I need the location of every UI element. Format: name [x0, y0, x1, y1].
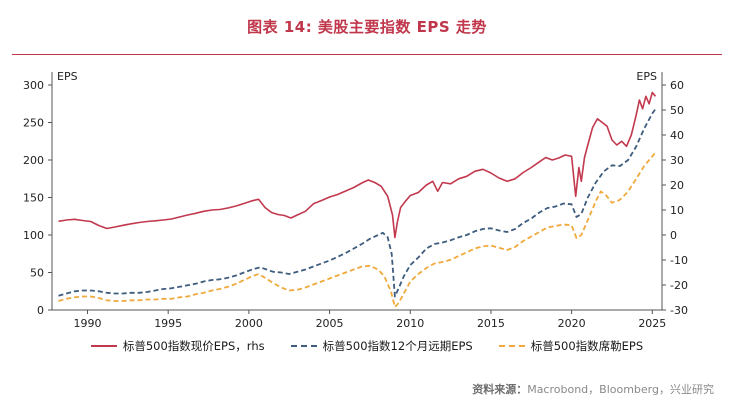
svg-text:150: 150: [23, 192, 44, 205]
svg-text:0: 0: [670, 229, 677, 242]
legend-item-forward-eps: 标普500指数12个月远期EPS: [290, 338, 473, 354]
svg-text:-10: -10: [670, 254, 688, 267]
svg-text:1990: 1990: [74, 317, 102, 330]
svg-text:2015: 2015: [477, 317, 505, 330]
orange-dashed-line-icon: [498, 345, 525, 347]
svg-text:40: 40: [670, 129, 684, 142]
svg-text:EPS: EPS: [636, 70, 657, 83]
svg-text:200: 200: [23, 154, 44, 167]
legend-item-shiller-eps: 标普500指数席勒EPS: [498, 338, 644, 354]
svg-text:2020: 2020: [558, 317, 586, 330]
svg-text:50: 50: [30, 267, 44, 280]
red-solid-line-icon: [90, 345, 117, 347]
svg-text:2010: 2010: [396, 317, 424, 330]
legend-label-forward-eps: 标普500指数12个月远期EPS: [322, 339, 473, 353]
eps-line-chart: 0 50 100 150 200 250 300 -30 -20 -10 0 10 20 30 40 50 60…: [23, 70, 688, 330]
svg-text:10: 10: [670, 204, 684, 217]
svg-text:EPS: EPS: [57, 70, 78, 83]
source-text: Macrobond，Bloomberg，兴业研究: [527, 383, 714, 396]
legend-label-spot-eps: 标普500指数现价EPS，rhs: [122, 339, 265, 353]
svg-text:50: 50: [670, 104, 684, 117]
svg-text:2025: 2025: [638, 317, 666, 330]
svg-text:300: 300: [23, 79, 44, 92]
svg-text:2000: 2000: [235, 317, 263, 330]
chart-legend: 标普500指数现价EPS，rhs 标普500指数12个月远期EPS 标普500指…: [0, 338, 734, 354]
svg-text:0: 0: [37, 304, 44, 317]
svg-text:2005: 2005: [316, 317, 344, 330]
svg-text:250: 250: [23, 117, 44, 130]
chart-title: 图表 14: 美股主要指数 EPS 走势: [247, 18, 487, 36]
source-attribution: 资料来源：Macrobond，Bloomberg，兴业研究: [472, 381, 714, 397]
svg-text:100: 100: [23, 229, 44, 242]
source-label: 资料来源：: [472, 383, 528, 396]
svg-text:1995: 1995: [154, 317, 182, 330]
navy-dashed-line-icon: [290, 345, 317, 347]
svg-text:30: 30: [670, 154, 684, 167]
svg-text:20: 20: [670, 179, 684, 192]
svg-text:-20: -20: [670, 279, 688, 292]
svg-text:60: 60: [670, 79, 684, 92]
legend-item-spot-eps: 标普500指数现价EPS，rhs: [90, 338, 265, 354]
legend-label-shiller-eps: 标普500指数席勒EPS: [530, 339, 644, 353]
title-divider-rule: [12, 54, 722, 55]
svg-text:-30: -30: [670, 304, 688, 317]
